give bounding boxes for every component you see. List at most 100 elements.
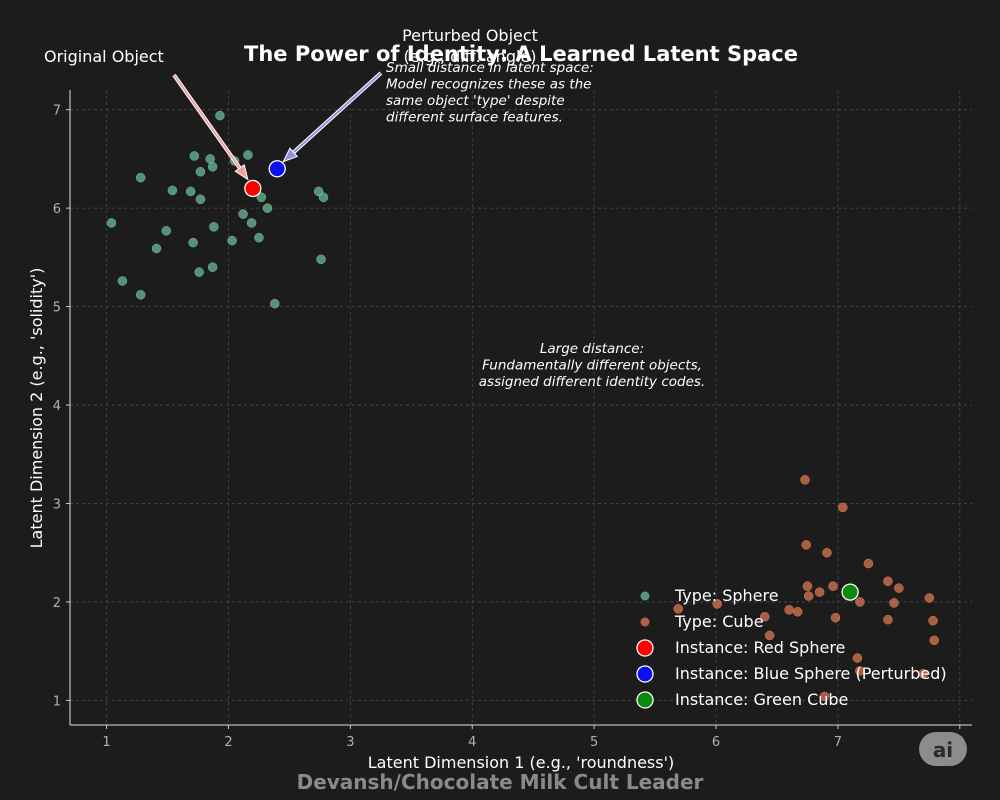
legend-marker-type-sphere bbox=[640, 591, 650, 601]
legend-marker-instance-green-cube bbox=[636, 691, 654, 709]
instance-blue-sphere-perturbed-point bbox=[268, 160, 286, 178]
type-cube-point-17 bbox=[855, 597, 865, 607]
watermark: Devansh/Chocolate Milk Cult Leader bbox=[297, 770, 704, 794]
type-sphere-point-15 bbox=[207, 262, 218, 272]
type-sphere-point-9 bbox=[189, 151, 200, 161]
type-sphere-point-13 bbox=[205, 154, 215, 164]
x-tick-label-7: 7 bbox=[834, 735, 842, 750]
type-cube-point-23 bbox=[894, 583, 904, 593]
annotations: Original Object Perturbed Object (e.g., di… bbox=[44, 26, 705, 390]
x-tick-label-6: 6 bbox=[712, 735, 720, 750]
x-tick-label-2: 2 bbox=[224, 735, 232, 750]
type-sphere-point-28 bbox=[316, 254, 326, 265]
type-cube-point-6 bbox=[800, 475, 810, 485]
type-cube-point-15 bbox=[838, 502, 848, 513]
small-distance-note-line-1: Model recognizes these as the bbox=[386, 77, 592, 93]
type-cube-point-8 bbox=[802, 581, 813, 591]
perturbed-object-label-line-1: (e.g., diff. angle) bbox=[403, 47, 536, 66]
type-cube-point-27 bbox=[929, 635, 939, 646]
x-axis-label: Latent Dimension 1 (e.g., 'roundness') bbox=[368, 753, 674, 772]
type-sphere-point-22 bbox=[246, 218, 257, 228]
original-object-arrow-head bbox=[234, 164, 249, 181]
chart-title: The Power of Identity: A Learned Latent … bbox=[244, 42, 798, 66]
type-sphere-point-4 bbox=[151, 243, 162, 254]
y-ticks: 1 2 3 4 5 6 7 bbox=[53, 104, 70, 709]
type-sphere-point-16 bbox=[209, 222, 219, 232]
ai-badge-text: ai bbox=[933, 738, 953, 762]
type-sphere-point-18 bbox=[227, 235, 237, 246]
x-tick-label-5: 5 bbox=[590, 735, 598, 750]
type-cube-point-3 bbox=[764, 630, 775, 641]
small-distance-note-line-2: same object 'type' despite bbox=[386, 93, 565, 109]
y-tick-label-4: 4 bbox=[53, 399, 61, 414]
type-cube-point-9 bbox=[803, 591, 814, 601]
perturbed-object-arrow-head bbox=[282, 147, 299, 163]
large-distance-note-line-0: Large distance: bbox=[540, 341, 644, 357]
type-cube-point-14 bbox=[830, 612, 841, 623]
y-tick-label-6: 6 bbox=[53, 202, 61, 217]
ai-badge: ai bbox=[919, 732, 967, 766]
type-sphere-point-5 bbox=[161, 226, 172, 236]
instance-red-sphere-point bbox=[244, 179, 262, 198]
legend: Type: Sphere Type: Cube Instance: Red Sphe… bbox=[636, 586, 947, 709]
legend-marker-type-cube bbox=[640, 617, 650, 627]
legend-label-type-cube: Type: Cube bbox=[674, 612, 764, 631]
type-cube-point-12 bbox=[822, 547, 832, 558]
legend-label-instance-blue-sphere-perturbed: Instance: Blue Sphere (Perturbed) bbox=[675, 664, 947, 683]
type-sphere-point-3 bbox=[135, 290, 146, 300]
type-sphere-point-14 bbox=[207, 162, 218, 172]
type-cube-point-10 bbox=[814, 587, 825, 597]
type-cube-point-26 bbox=[928, 615, 938, 626]
type-cube-point-2 bbox=[760, 611, 770, 622]
type-cube-point-11 bbox=[819, 691, 830, 702]
x-tick-label-1: 1 bbox=[102, 735, 110, 750]
instance-green-cube-point bbox=[841, 583, 859, 601]
type-cube-point-25 bbox=[924, 593, 935, 603]
y-tick-label-2: 2 bbox=[53, 596, 61, 611]
small-distance-note-line-0: Small distance in latent space: bbox=[386, 60, 594, 76]
type-sphere-point-10 bbox=[194, 267, 204, 277]
y-tick-label-1: 1 bbox=[53, 694, 61, 709]
axes bbox=[69, 90, 972, 726]
type-sphere-point-0 bbox=[106, 218, 117, 228]
type-sphere-point-6 bbox=[167, 185, 178, 196]
type-cube-point-4 bbox=[784, 605, 794, 615]
type-sphere-point-25 bbox=[262, 203, 273, 213]
y-tick-label-3: 3 bbox=[53, 497, 61, 512]
y-axis-label: Latent Dimension 2 (e.g., 'solidity') bbox=[27, 268, 46, 549]
type-sphere-point-26 bbox=[270, 298, 280, 309]
type-cube-point-5 bbox=[792, 607, 803, 617]
type-cube-point-21 bbox=[883, 614, 893, 625]
type-sphere-point-11 bbox=[195, 194, 206, 205]
type-cube-point-24 bbox=[918, 669, 928, 679]
type-cube-point-0 bbox=[673, 604, 683, 614]
type-sphere-point-29 bbox=[318, 192, 329, 203]
small-distance-note-line-3: different surface features. bbox=[386, 110, 563, 126]
type-cube-point-16 bbox=[852, 653, 863, 663]
ai-badge-shape bbox=[919, 732, 967, 766]
large-distance-note-line-1: Fundamentally different objects, bbox=[482, 358, 702, 374]
type-sphere-point-21 bbox=[243, 150, 253, 160]
type-cube-point-18 bbox=[855, 666, 865, 676]
type-sphere-point-23 bbox=[254, 232, 264, 243]
large-distance-note-line-2: assigned different identity codes. bbox=[479, 374, 705, 390]
perturbed-object-arrow-shaft bbox=[292, 72, 382, 154]
x-tick-label-3: 3 bbox=[346, 735, 354, 750]
type-cube-point-20 bbox=[883, 576, 893, 587]
perturbed-object-label-line-0: Perturbed Object bbox=[402, 26, 538, 45]
type-sphere-point-24 bbox=[256, 192, 267, 203]
type-cube-point-13 bbox=[828, 581, 838, 591]
type-sphere-point-7 bbox=[185, 186, 196, 197]
legend-label-instance-red-sphere: Instance: Red Sphere bbox=[675, 638, 845, 657]
legend-label-instance-green-cube: Instance: Green Cube bbox=[675, 690, 848, 709]
type-cube-point-1 bbox=[712, 599, 722, 609]
type-sphere-point-2 bbox=[135, 172, 146, 183]
type-cube-point-19 bbox=[863, 558, 874, 569]
y-tick-label-5: 5 bbox=[53, 301, 61, 316]
type-sphere-point-20 bbox=[238, 209, 248, 219]
type-sphere-point-1 bbox=[117, 276, 128, 286]
type-sphere-point-8 bbox=[188, 237, 198, 248]
legend-marker-instance-red-sphere bbox=[636, 639, 654, 657]
original-object-label: Original Object bbox=[44, 47, 164, 66]
